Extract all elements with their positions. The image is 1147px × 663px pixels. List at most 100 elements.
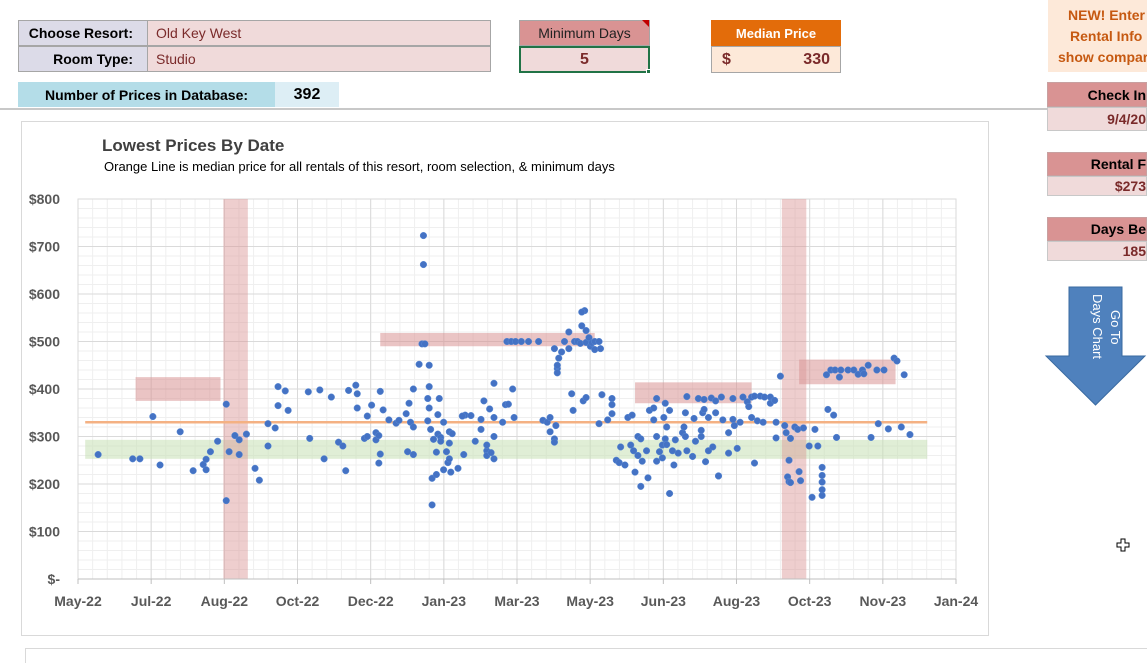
- data-point: [719, 416, 727, 424]
- data-point: [409, 423, 417, 431]
- price-count-label: Number of Prices in Database:: [18, 82, 275, 107]
- data-point: [691, 437, 700, 445]
- data-point: [893, 357, 901, 365]
- data-point: [339, 442, 347, 450]
- data-point: [824, 405, 832, 413]
- data-point: [578, 322, 586, 330]
- check-in-label: Check In: [1047, 82, 1147, 107]
- chart-area[interactable]: Lowest Prices By Date Orange Line is med…: [21, 121, 989, 636]
- data-point: [509, 385, 517, 393]
- data-point: [608, 401, 616, 409]
- comment-indicator-icon: [642, 20, 649, 27]
- data-point: [490, 379, 498, 387]
- data-point: [666, 489, 674, 498]
- data-point: [867, 433, 875, 442]
- check-in-input[interactable]: 9/4/20: [1047, 107, 1147, 131]
- data-point: [683, 447, 691, 455]
- data-point: [884, 425, 892, 433]
- data-point: [660, 413, 668, 422]
- data-point: [621, 461, 629, 469]
- room-type-select[interactable]: Studio: [147, 46, 491, 72]
- data-point: [445, 439, 453, 447]
- data-point: [634, 451, 642, 460]
- data-point: [653, 432, 661, 441]
- data-point: [730, 422, 738, 430]
- data-point: [694, 394, 702, 403]
- data-point: [405, 399, 413, 407]
- data-point: [736, 418, 744, 426]
- data-point: [794, 425, 802, 433]
- y-tick-label: $300: [29, 429, 60, 445]
- data-point: [214, 437, 222, 445]
- note-line-2: Rental Info: [1070, 28, 1143, 44]
- data-point: [874, 420, 882, 428]
- data-point: [379, 406, 387, 414]
- rental-price-label: Rental F: [1047, 152, 1147, 176]
- resort-select[interactable]: Old Key West: [147, 20, 491, 46]
- data-point: [638, 457, 646, 465]
- resort-label: Choose Resort:: [18, 20, 148, 46]
- data-point: [156, 461, 164, 469]
- y-tick-label: $500: [29, 334, 60, 350]
- data-point: [697, 426, 705, 434]
- data-point: [712, 409, 720, 417]
- data-point: [363, 432, 371, 441]
- data-point: [264, 442, 272, 450]
- data-point: [578, 308, 586, 316]
- data-point: [786, 434, 795, 442]
- data-point: [759, 418, 767, 426]
- go-to-days-chart-button[interactable]: Go To Days Chart: [1044, 286, 1147, 407]
- data-point: [650, 416, 658, 424]
- data-point: [608, 410, 616, 418]
- lower-panel-edge: [25, 648, 1147, 663]
- data-point: [432, 448, 440, 456]
- holiday-band: [223, 199, 248, 579]
- min-days-input[interactable]: 5: [519, 46, 650, 73]
- data-point: [342, 467, 350, 475]
- data-point: [320, 455, 328, 463]
- data-point: [873, 366, 881, 374]
- data-point: [697, 432, 705, 441]
- data-point: [442, 448, 451, 456]
- data-point: [149, 413, 157, 421]
- data-point: [729, 394, 737, 403]
- data-point: [582, 394, 590, 402]
- data-point: [900, 371, 908, 379]
- x-tick-label: Mar-23: [494, 593, 539, 609]
- x-tick-label: Oct-23: [788, 593, 832, 609]
- data-point: [251, 464, 259, 472]
- data-point: [524, 337, 533, 346]
- data-point: [700, 395, 708, 404]
- data-point: [776, 372, 784, 380]
- median-price-label: Median Price: [711, 20, 841, 46]
- x-tick-label: Oct-22: [276, 593, 320, 609]
- data-point: [650, 404, 658, 412]
- data-point: [628, 411, 636, 419]
- data-point: [596, 345, 605, 353]
- data-point: [471, 437, 479, 445]
- data-point: [368, 401, 376, 409]
- y-tick-label: $800: [29, 191, 60, 207]
- data-point: [805, 442, 813, 450]
- data-point: [271, 424, 279, 432]
- data-point: [617, 443, 625, 451]
- data-point: [231, 432, 239, 440]
- data-point: [671, 436, 679, 444]
- fill-handle-icon[interactable]: [646, 69, 651, 74]
- chart-subtitle: Orange Line is median price for all rent…: [104, 159, 615, 174]
- data-point: [395, 416, 403, 424]
- data-point: [434, 411, 442, 419]
- data-point: [880, 366, 888, 374]
- data-point: [415, 360, 423, 368]
- data-point: [568, 390, 576, 398]
- data-point: [222, 400, 230, 408]
- data-point: [795, 468, 803, 476]
- data-point: [729, 415, 737, 423]
- data-point: [487, 449, 495, 457]
- data-point: [683, 393, 691, 401]
- x-tick-label: Nov-23: [859, 593, 906, 609]
- rental-price-input[interactable]: $273: [1047, 176, 1147, 196]
- data-point: [637, 482, 645, 490]
- new-feature-note: NEW! Enter Rental Info show compar: [1048, 0, 1147, 72]
- x-tick-label: Jul-22: [131, 593, 172, 609]
